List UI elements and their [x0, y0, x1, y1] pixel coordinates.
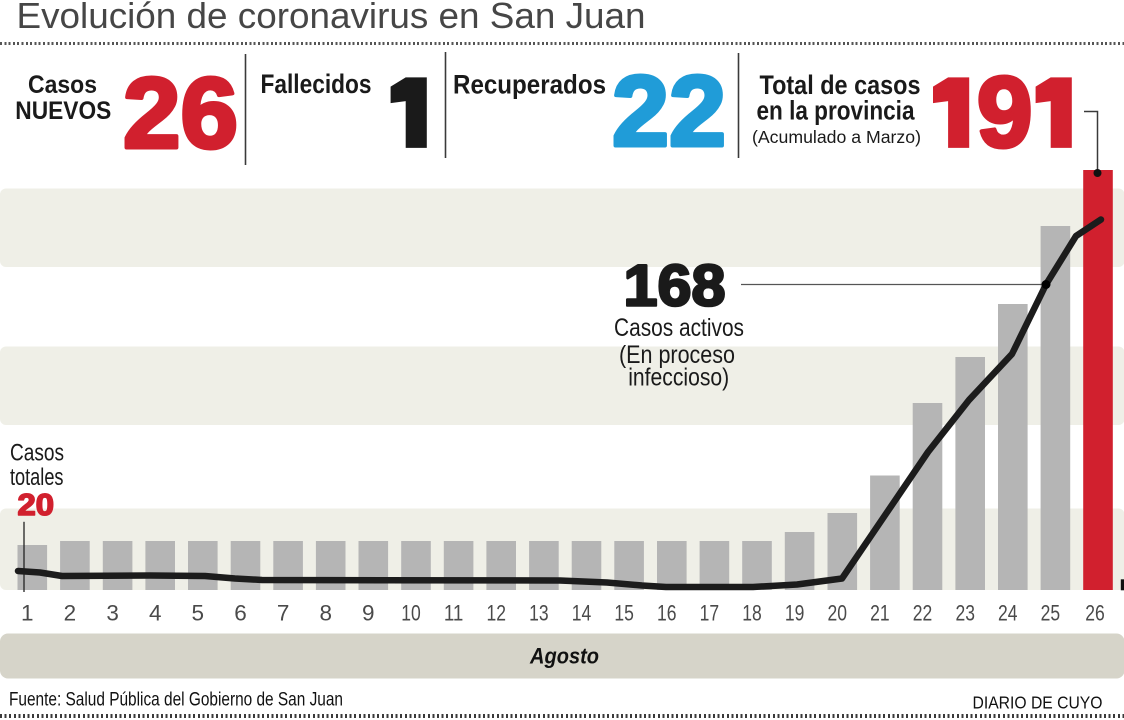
svg-text:15: 15: [614, 600, 634, 625]
svg-text:DIARIO DE CUYO: DIARIO DE CUYO: [973, 692, 1103, 712]
svg-text:NUEVOS: NUEVOS: [15, 97, 111, 125]
svg-text:Casos: Casos: [10, 440, 64, 467]
svg-text:(En proceso: (En proceso: [619, 341, 735, 369]
svg-text:9: 9: [362, 600, 375, 625]
svg-text:17: 17: [700, 600, 720, 625]
svg-text:14: 14: [572, 600, 592, 625]
svg-text:20: 20: [18, 488, 55, 522]
svg-text:23: 23: [955, 600, 975, 625]
svg-text:11: 11: [444, 600, 464, 625]
svg-text:Total de casos: Total de casos: [760, 70, 921, 100]
svg-text:Fuente: Salud Pública del Gobi: Fuente: Salud Pública del Gobierno de Sa…: [9, 690, 343, 711]
svg-text:Agosto: Agosto: [529, 643, 599, 668]
svg-text:22: 22: [612, 55, 726, 167]
svg-text:22: 22: [913, 600, 933, 625]
svg-text:Fallecidos: Fallecidos: [261, 69, 372, 99]
svg-text:Evolución de coronavirus en Sa: Evolución de coronavirus en San Juan: [17, 0, 646, 36]
svg-text:6: 6: [234, 600, 247, 625]
svg-text:26: 26: [123, 57, 238, 169]
svg-text:3: 3: [106, 600, 119, 625]
svg-text:5: 5: [192, 600, 205, 625]
svg-text:Recuperados: Recuperados: [453, 70, 606, 100]
svg-text:Casos: Casos: [28, 71, 97, 99]
svg-text:infeccioso): infeccioso): [628, 364, 729, 392]
svg-text:8: 8: [319, 600, 332, 625]
svg-text:13: 13: [529, 600, 549, 625]
svg-text:25: 25: [1041, 600, 1061, 625]
svg-text:10: 10: [401, 600, 421, 625]
svg-text:16: 16: [657, 600, 677, 625]
svg-text:168: 168: [624, 253, 726, 318]
svg-text:18: 18: [742, 600, 762, 625]
svg-text:4: 4: [149, 600, 162, 625]
svg-text:26: 26: [1085, 600, 1105, 625]
svg-text:2: 2: [64, 600, 77, 625]
svg-text:(Acumulado a Marzo): (Acumulado a Marzo): [752, 127, 921, 147]
svg-text:en la provincia: en la provincia: [757, 96, 915, 126]
svg-text:24: 24: [998, 600, 1018, 625]
svg-text:20: 20: [828, 600, 848, 625]
svg-text:19: 19: [785, 600, 805, 625]
svg-text:totales: totales: [10, 464, 64, 491]
svg-text:12: 12: [486, 600, 506, 625]
svg-text:9: 9: [977, 57, 1033, 169]
svg-text:Casos activos: Casos activos: [614, 314, 744, 342]
svg-text:1: 1: [21, 600, 34, 625]
svg-text:7: 7: [277, 600, 290, 625]
svg-text:21: 21: [870, 600, 890, 625]
